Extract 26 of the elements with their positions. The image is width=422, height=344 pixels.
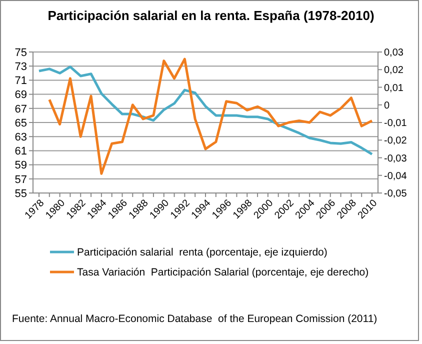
y-tick-label: 55 [14,188,27,200]
y-tick-label: 61 [14,146,27,158]
y2-tick-label: -0,03 [384,153,408,164]
y2-tick-label: 0,01 [384,82,404,94]
legend-label: Participación salarial renta (porcentaje, eje izquierdo) [77,246,328,259]
y-tick-label: 65 [14,117,27,130]
source-note: Fuente: Annual Macro-Economic Database of the European Comission (2011) [12,313,378,325]
y-tick-label: 69 [14,89,27,102]
y2-tick-label: -0,04 [384,170,408,182]
y-tick-label: 67 [14,103,27,116]
y-tick-label: 63 [14,131,27,144]
y2-tick-label: -0,05 [384,188,408,200]
y-tick-label: 59 [14,160,27,172]
y-tick-label: 75 [14,46,27,59]
y-tick-label: 71 [14,75,27,88]
y-tick-label: 73 [14,60,27,73]
y2-tick-label: 0,03 [384,48,404,58]
line-series [48,58,374,175]
y2-tick-label: -0,01 [384,118,408,129]
y2-tick-label: 0,02 [384,65,404,76]
line-series [38,66,374,156]
legend-label: Tasa Variación Participación Salarial (porcentaje, eje derecho) [77,266,369,279]
chart-title: Participación salarial en la renta. España (1978-2010) [48,8,374,23]
y2-tick-label: -0,02 [384,136,408,147]
y-tick-label: 57 [14,174,27,186]
y2-tick-label: 0 [384,100,390,112]
